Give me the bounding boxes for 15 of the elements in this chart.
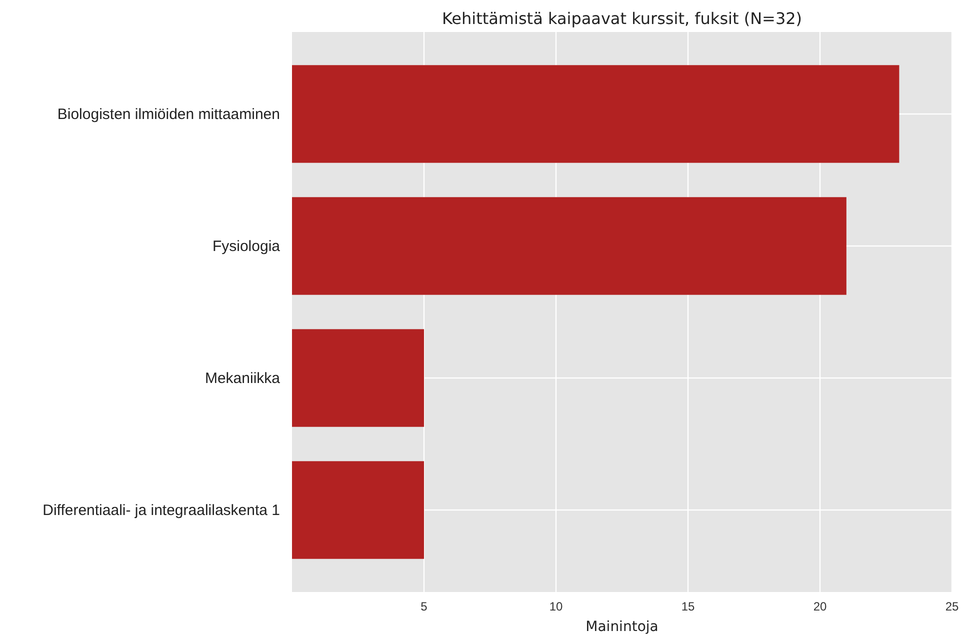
x-tick-label: 10 [549,600,563,614]
y-tick-label: Fysiologia [212,238,281,255]
x-tick-label: 15 [681,600,695,614]
y-tick-label: Biologisten ilmiöiden mittaaminen [57,106,280,123]
chart-title: Kehittämistä kaipaavat kurssit, fuksit (N=32) [442,9,802,28]
x-tick-label: 20 [813,600,827,614]
y-tick-label: Mekaniikka [204,370,281,387]
bar [292,197,846,295]
x-tick-label: 5 [420,600,428,614]
y-tick-label: Differentiaali- ja integraalilaskenta 1 [42,502,280,519]
bar [292,329,424,427]
x-axis-title: Mainintoja [586,619,658,635]
bar [292,65,900,163]
bar [292,461,424,559]
x-tick-label: 25 [945,600,959,614]
